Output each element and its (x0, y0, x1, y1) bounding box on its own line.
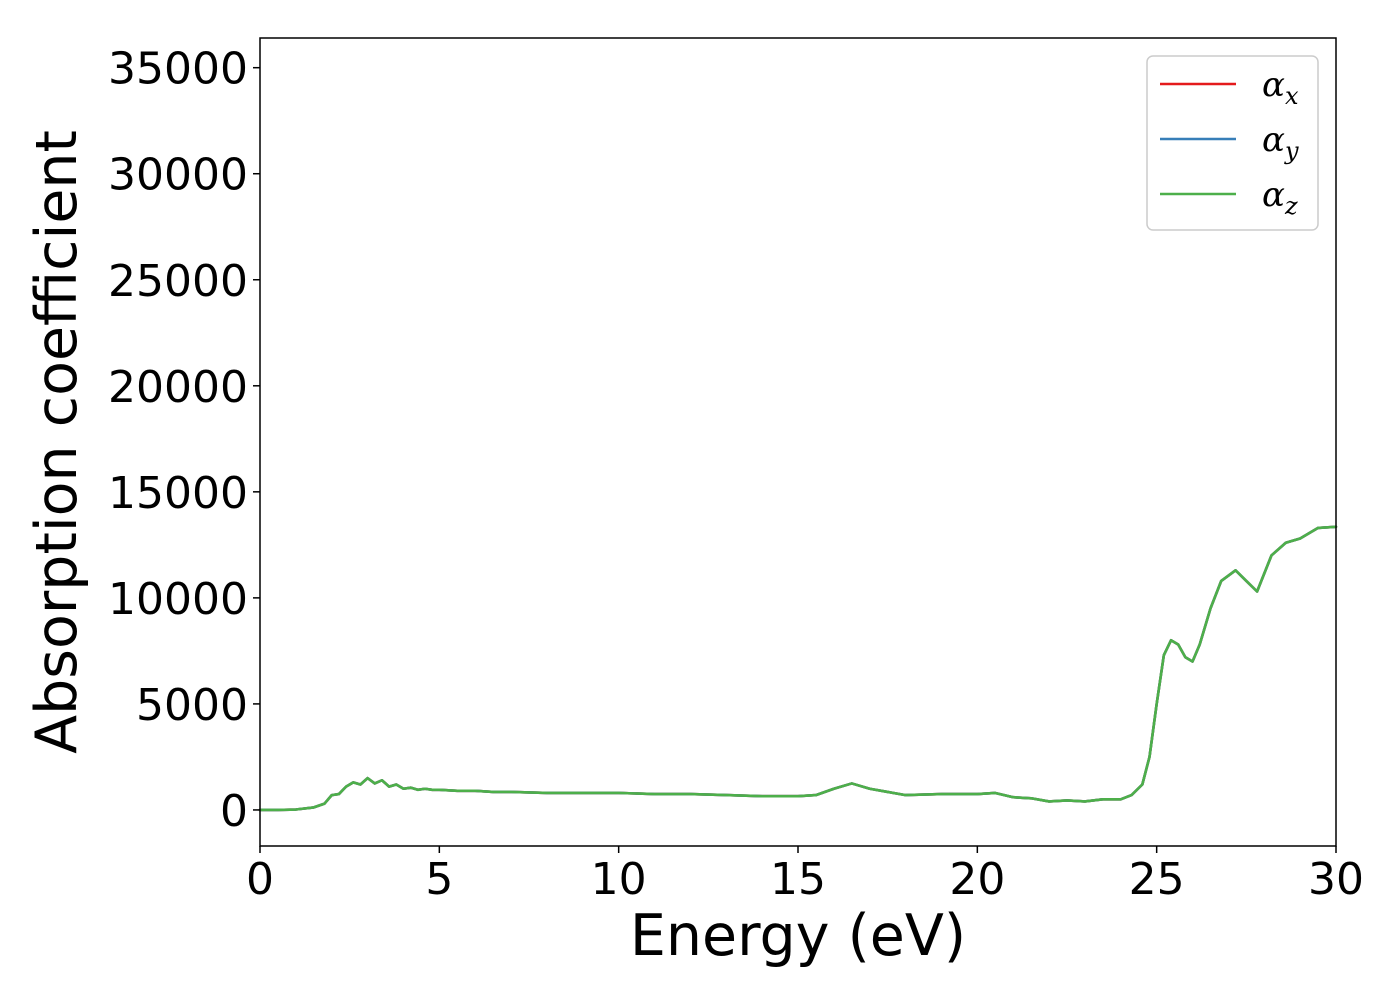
legend-box (1146, 55, 1319, 231)
y-tick-label: 20000 (108, 362, 248, 413)
legend-label-x: αx (1262, 65, 1299, 110)
x-axis-ticks: 0 5 10 15 20 25 30 (246, 846, 1364, 905)
y-tick-label: 15000 (108, 468, 248, 519)
y-tick-label: 0 (220, 786, 248, 837)
x-tick-label: 15 (770, 854, 826, 905)
y-axis-title: Absorption coefficient (24, 130, 90, 754)
y-tick-label: 5000 (136, 680, 248, 731)
legend-label-y: αy (1262, 120, 1299, 165)
x-tick-label: 25 (1129, 854, 1185, 905)
x-tick-label: 30 (1308, 854, 1364, 905)
x-tick-label: 20 (949, 854, 1005, 905)
y-tick-label: 30000 (108, 150, 248, 201)
y-tick-label: 10000 (108, 574, 248, 625)
legend: αx αy αz (1146, 55, 1319, 231)
x-tick-label: 10 (591, 854, 647, 905)
series-layer (258, 525, 1338, 812)
x-axis-title: Energy (eV) (630, 903, 966, 969)
legend-label-z: αz (1262, 175, 1298, 220)
y-tick-label: 35000 (108, 44, 248, 95)
x-tick-label: 5 (425, 854, 453, 905)
x-tick-label: 0 (246, 854, 274, 905)
series-line-y (258, 525, 1338, 812)
y-axis-ticks: 0 5000 10000 15000 20000 25000 30000 35000 (108, 44, 260, 837)
series-line-z (258, 525, 1338, 812)
series-line-x (258, 525, 1338, 812)
y-tick-label: 25000 (108, 256, 248, 307)
